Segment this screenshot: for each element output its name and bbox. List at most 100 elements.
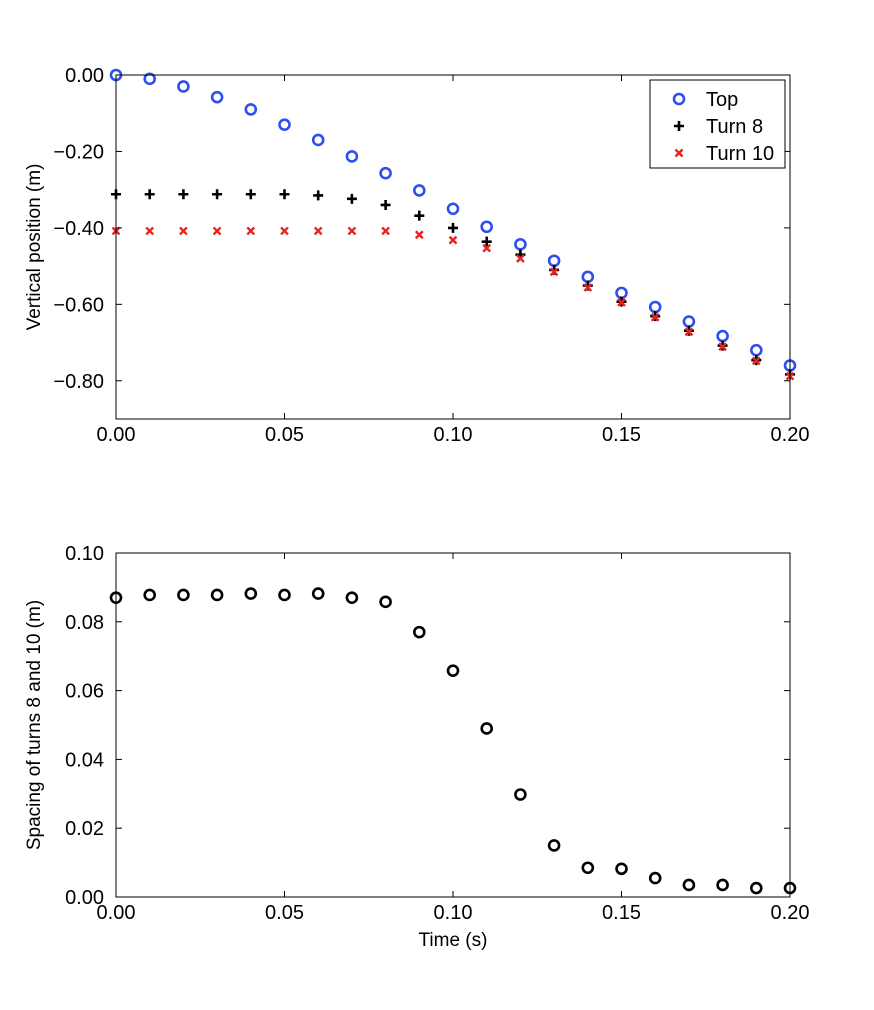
bottom-point-spacing xyxy=(716,878,729,892)
top-point-top xyxy=(547,254,561,268)
top-point-turn-10 xyxy=(313,226,323,236)
bottom-point-spacing xyxy=(244,587,258,600)
bottom-point-spacing xyxy=(446,664,460,677)
top-chart-ylabel: Vertical position (m) xyxy=(24,164,45,331)
bottom-point-spacing xyxy=(547,839,561,852)
top-point-turn-10 xyxy=(583,283,593,292)
bottom-point-spacing xyxy=(143,588,156,602)
top-point-turn-8 xyxy=(448,222,458,233)
bottom-y-tick-label: 0.04 xyxy=(65,749,104,771)
bottom-point-spacing xyxy=(379,595,392,609)
top-point-top xyxy=(716,329,729,343)
top-point-turn-10 xyxy=(549,267,559,277)
top-point-top xyxy=(749,343,763,357)
bottom-point-spacing xyxy=(648,871,662,885)
top-point-turn-8 xyxy=(414,210,425,221)
legend-label-turn-8: Turn 8 xyxy=(706,116,763,138)
top-point-turn-8 xyxy=(144,189,155,200)
top-point-turn-8 xyxy=(380,199,391,210)
top-point-top xyxy=(177,80,190,93)
top-point-turn-8 xyxy=(279,189,290,200)
top-x-tick-label: 0.00 xyxy=(97,424,136,446)
top-point-turn-10 xyxy=(684,327,694,337)
bottom-x-tick-label: 0.15 xyxy=(602,902,641,924)
legend-marker-turn-8 xyxy=(674,121,684,131)
top-point-top xyxy=(311,133,325,147)
top-point-turn-10 xyxy=(650,312,660,322)
bottom-y-tick-label: 0.02 xyxy=(65,818,104,840)
top-point-turn-8 xyxy=(178,189,189,200)
top-point-turn-10 xyxy=(381,226,390,236)
bottom-point-spacing xyxy=(749,881,763,895)
bottom-chart-xlabel: Time (s) xyxy=(419,930,488,951)
bottom-y-tick-label: 0.10 xyxy=(65,543,104,565)
legend-marker-turn-10 xyxy=(674,148,684,158)
top-point-top xyxy=(210,90,224,104)
bottom-point-spacing xyxy=(278,588,291,602)
top-x-tick-label: 0.20 xyxy=(771,424,810,446)
top-point-turn-8 xyxy=(245,189,256,200)
top-point-top xyxy=(682,315,696,328)
legend-label-turn-10: Turn 10 xyxy=(706,143,774,165)
top-point-top xyxy=(615,286,628,300)
top-point-turn-10 xyxy=(246,226,256,236)
top-point-turn-10 xyxy=(179,226,188,236)
bottom-point-spacing xyxy=(682,878,696,892)
top-point-turn-8 xyxy=(212,189,223,200)
top-point-turn-10 xyxy=(280,226,289,236)
bottom-x-tick-label: 0.05 xyxy=(265,902,304,924)
bottom-point-spacing xyxy=(412,625,426,639)
top-y-tick-label: −0.60 xyxy=(53,294,104,316)
top-point-turn-10 xyxy=(617,298,626,307)
bottom-y-tick-label: 0.00 xyxy=(65,887,104,909)
top-point-turn-10 xyxy=(212,226,222,236)
bottom-point-spacing xyxy=(581,861,595,875)
top-point-turn-10 xyxy=(347,226,357,236)
top-point-turn-10 xyxy=(718,342,727,352)
top-point-top xyxy=(648,300,662,314)
bottom-point-spacing xyxy=(480,722,494,735)
top-point-top xyxy=(345,150,359,163)
bottom-x-tick-label: 0.00 xyxy=(97,902,136,924)
top-point-turn-10 xyxy=(414,230,424,240)
top-y-tick-label: −0.20 xyxy=(53,141,104,163)
top-point-top xyxy=(412,184,426,197)
bottom-x-tick-label: 0.10 xyxy=(434,902,473,924)
top-y-tick-label: −0.40 xyxy=(53,218,104,240)
top-point-top xyxy=(480,220,494,234)
bottom-point-spacing xyxy=(615,862,628,876)
top-y-tick-label: 0.00 xyxy=(65,65,104,87)
legend-box xyxy=(649,79,786,169)
top-point-turn-10 xyxy=(751,356,761,366)
bottom-y-tick-label: 0.08 xyxy=(65,612,104,634)
bottom-chart: Spacing of turns 8 and 10 (m) Time (s) 0… xyxy=(24,543,809,951)
top-point-top xyxy=(379,166,392,180)
top-point-turn-10 xyxy=(516,254,525,263)
bottom-x-tick-label: 0.20 xyxy=(771,902,810,924)
bottom-point-spacing xyxy=(311,587,325,600)
top-point-top xyxy=(446,202,460,216)
bottom-point-spacing xyxy=(177,588,190,602)
top-point-turn-8 xyxy=(313,190,324,201)
top-point-turn-10 xyxy=(145,226,155,236)
bottom-point-spacing xyxy=(210,588,224,602)
bottom-chart-frame xyxy=(115,552,791,898)
top-point-top xyxy=(581,270,595,284)
top-chart-legend: Top Turn 8 Turn 10 xyxy=(649,79,786,169)
top-point-turn-8 xyxy=(481,236,492,247)
legend-marker-top xyxy=(672,92,686,106)
bottom-point-spacing xyxy=(514,788,527,801)
top-point-top xyxy=(143,72,156,86)
top-point-top xyxy=(514,238,527,251)
bottom-y-tick-label: 0.06 xyxy=(65,681,104,703)
legend-label-top: Top xyxy=(706,89,738,111)
bottom-chart-ylabel: Spacing of turns 8 and 10 (m) xyxy=(24,600,45,850)
top-chart: Vertical position (m) 0.00 0.05 0.10 0.15 0.… xyxy=(24,65,809,446)
bottom-point-spacing xyxy=(345,591,359,605)
top-x-tick-label: 0.05 xyxy=(265,424,304,446)
top-point-turn-10 xyxy=(448,235,458,245)
top-x-tick-label: 0.10 xyxy=(434,424,473,446)
top-y-tick-label: −0.80 xyxy=(53,371,104,393)
top-point-turn-10 xyxy=(482,243,492,253)
